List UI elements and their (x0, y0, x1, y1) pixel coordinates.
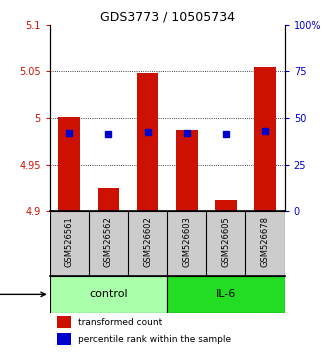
Text: GSM526678: GSM526678 (260, 216, 269, 267)
Text: GSM526602: GSM526602 (143, 216, 152, 267)
Title: GDS3773 / 10505734: GDS3773 / 10505734 (100, 11, 235, 24)
Bar (215, 200, 237, 211)
Bar (98, 188, 119, 211)
Text: percentile rank within the sample: percentile rank within the sample (78, 335, 231, 344)
Bar (167, 276, 285, 313)
Bar (176, 130, 198, 211)
Bar (254, 67, 276, 211)
Text: GSM526603: GSM526603 (182, 216, 191, 267)
Text: GSM526562: GSM526562 (104, 216, 113, 267)
Text: GSM526561: GSM526561 (65, 216, 74, 267)
Text: GSM526605: GSM526605 (221, 216, 230, 267)
Bar (59, 117, 80, 211)
Bar (57, 333, 71, 345)
Bar (137, 73, 158, 211)
Text: transformed count: transformed count (78, 318, 162, 327)
Bar (50, 276, 167, 313)
Text: IL-6: IL-6 (216, 289, 236, 299)
Text: control: control (89, 289, 128, 299)
Bar (57, 316, 71, 328)
Text: agent: agent (0, 289, 45, 299)
